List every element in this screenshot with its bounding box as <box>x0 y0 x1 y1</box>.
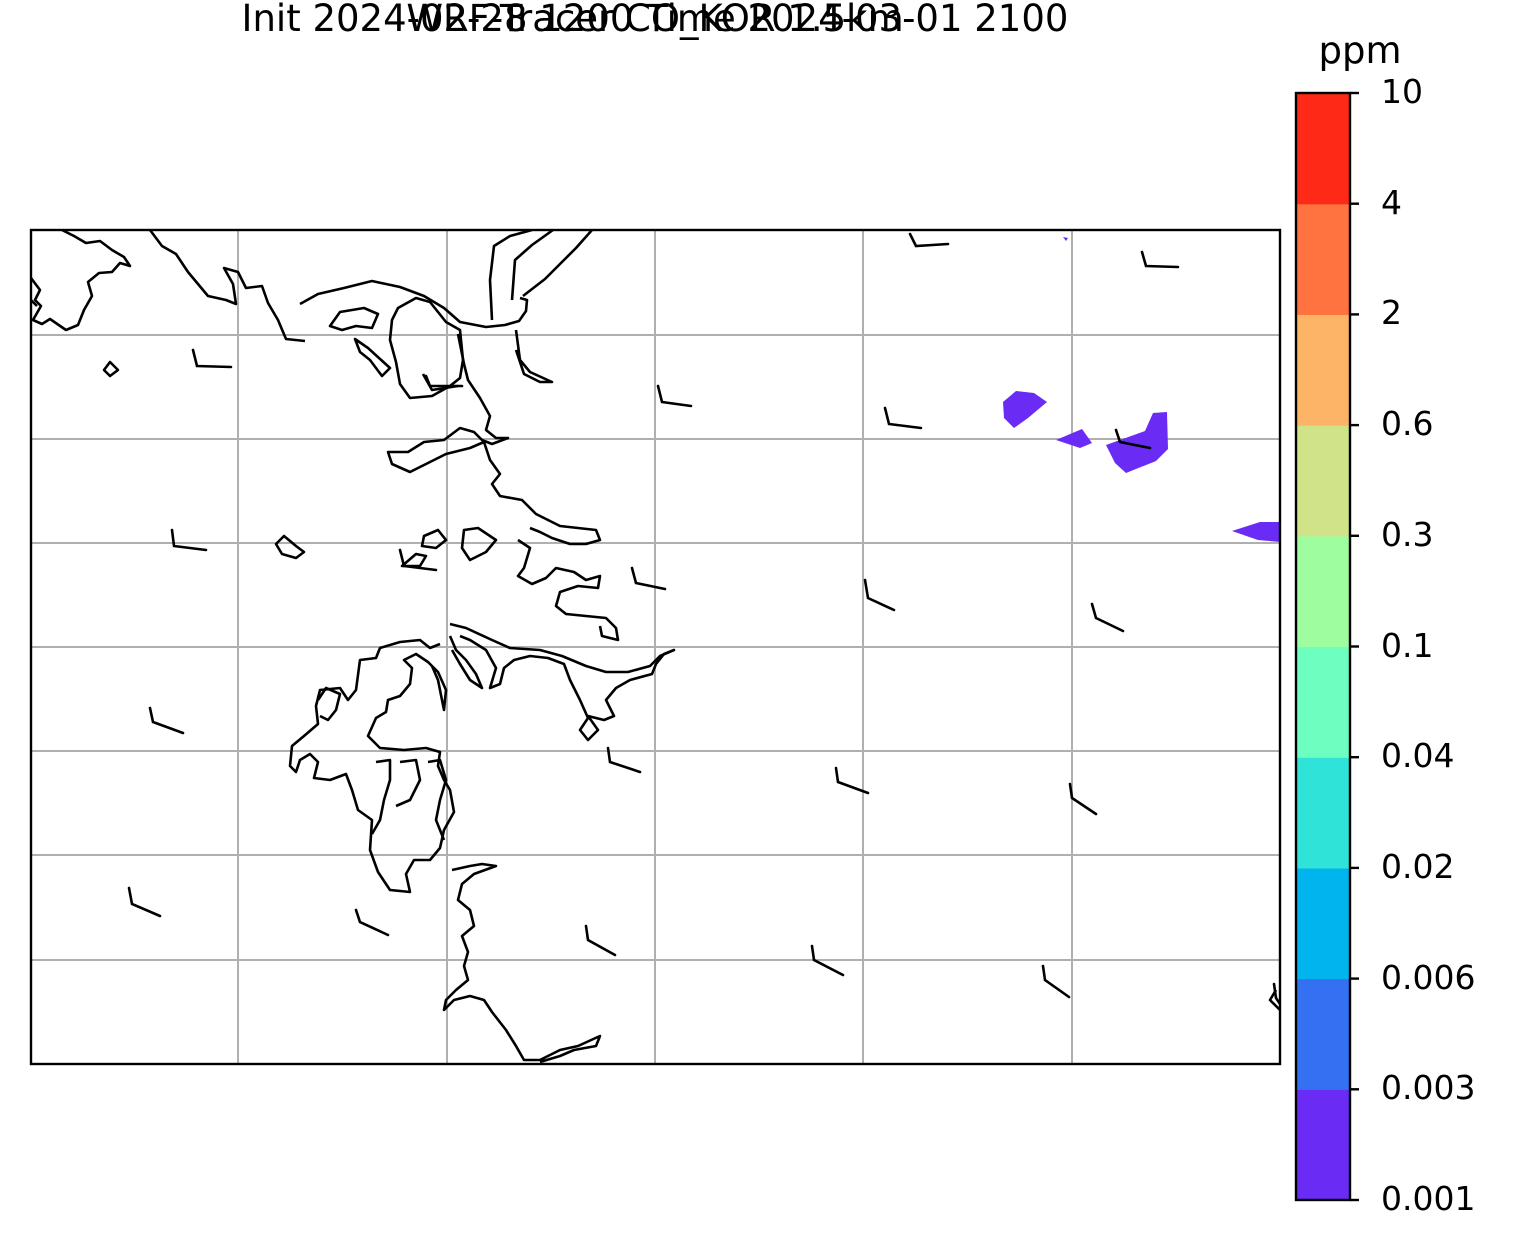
colorbar-tick-label: 0.02 <box>1381 846 1455 886</box>
tracer-patch <box>1056 429 1092 448</box>
wind-barb <box>908 232 950 248</box>
wind-barb <box>883 406 923 430</box>
wind-barb <box>148 706 185 735</box>
wind-barb <box>863 578 896 612</box>
wind-barb <box>810 944 845 977</box>
wind-barb <box>606 746 642 774</box>
colorbar-tick-label: 0.006 <box>1381 957 1476 997</box>
wind-barb <box>656 384 693 408</box>
colorbar-band <box>1296 1089 1350 1201</box>
colorbar-band <box>1296 646 1350 758</box>
wind-barb <box>1140 250 1180 269</box>
colorbar-tick-label: 2 <box>1381 293 1402 333</box>
wind-barb <box>170 528 208 552</box>
wind-barb <box>424 374 464 388</box>
wind-barb <box>1068 782 1098 816</box>
gridlines <box>31 230 1280 1064</box>
map-title-line2: Init 2024-02-28 1200 Time 2024-03-01 210… <box>241 0 1069 40</box>
colorbar-tick-label: 0.1 <box>1381 625 1434 665</box>
map-title-line1: WRF-Tracer CO_KOR 1.5km <box>406 0 904 40</box>
wind-barbs <box>127 232 1280 1006</box>
colorbar-band <box>1296 425 1350 537</box>
tracer-patch <box>1063 237 1068 241</box>
colorbar-unit-label: ppm <box>1318 29 1402 72</box>
wind-barb <box>1272 982 1280 1006</box>
colorbar-tick-label: 0.04 <box>1381 736 1455 776</box>
tracer-concentration <box>1003 237 1280 542</box>
wind-barb <box>1090 602 1125 633</box>
map-border <box>29 228 1282 1066</box>
wind-barb <box>398 548 438 572</box>
colorbar-band <box>1296 757 1350 869</box>
tracer-patch <box>1106 412 1168 473</box>
colorbar-band <box>1296 978 1350 1090</box>
wind-barb <box>834 766 870 795</box>
tracer-patch <box>1003 391 1047 428</box>
tracer-patch <box>1232 522 1280 542</box>
colorbar-tick-label: 0.6 <box>1381 404 1434 444</box>
colorbar-band <box>1296 867 1350 980</box>
colorbar-band <box>1296 535 1350 648</box>
colorbar-tick-label: 0.001 <box>1381 1179 1476 1218</box>
colorbar-band <box>1296 203 1350 315</box>
wind-barb <box>630 566 667 591</box>
wind-barb <box>584 924 617 957</box>
coastlines <box>31 230 1280 1064</box>
wind-barb <box>191 348 233 369</box>
colorbar-tick-label: 10 <box>1381 72 1423 111</box>
colorbar-band <box>1296 314 1350 426</box>
colorbar-tick-label: 0.003 <box>1381 1068 1476 1108</box>
colorbar-tick-label: 0.3 <box>1381 514 1434 554</box>
wind-barb <box>1041 964 1071 999</box>
colorbar-tick-label: 4 <box>1381 182 1402 222</box>
wind-barb <box>1114 428 1152 450</box>
colorbar-band <box>1296 93 1350 205</box>
wind-barb <box>354 908 390 937</box>
wind-barb <box>127 886 162 918</box>
colorbar <box>1294 91 1359 1202</box>
